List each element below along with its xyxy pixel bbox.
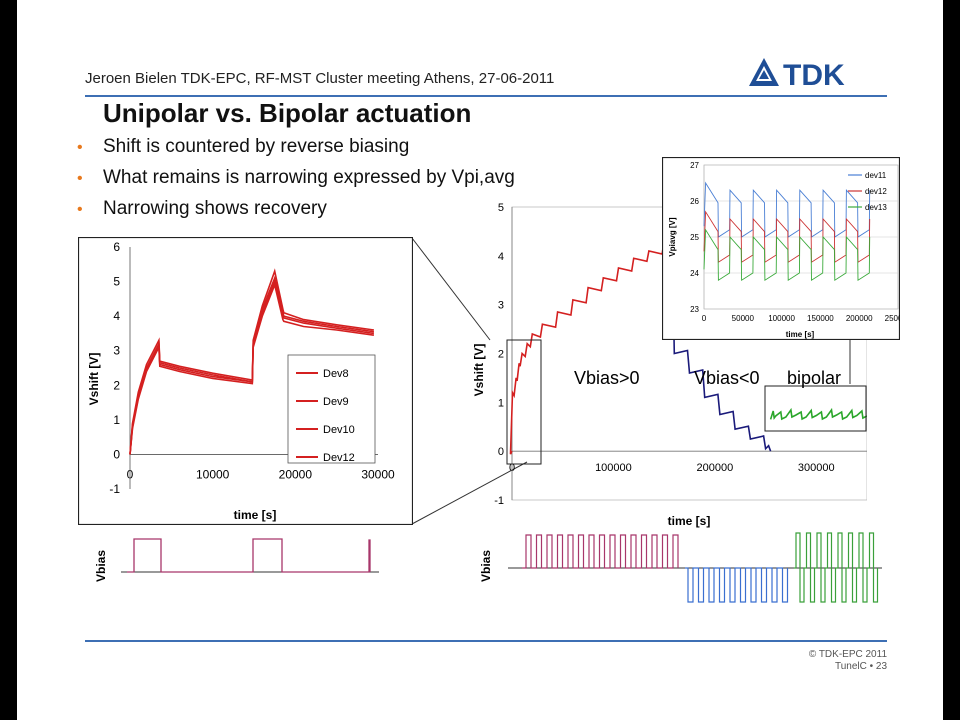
page-title: Unipolar vs. Bipolar actuation bbox=[103, 98, 472, 128]
vbias-pulses-bipolar bbox=[794, 532, 879, 603]
series-line-vbias0 bbox=[509, 239, 670, 455]
x-tick-label: 100000 bbox=[768, 314, 795, 323]
x-tick-label: 250000 bbox=[885, 314, 900, 323]
x-tick-label: 200000 bbox=[846, 314, 873, 323]
annotation-bipolar: bipolar bbox=[787, 368, 841, 388]
vbias-left-pulses bbox=[127, 538, 371, 573]
slide: Jeroen Bielen TDK-EPC, RF-MST Cluster me… bbox=[17, 0, 943, 720]
bullet-dot-icon: • bbox=[77, 139, 83, 156]
tdk-logo-icon bbox=[749, 58, 779, 86]
zoom-box-left bbox=[506, 339, 542, 465]
legend-label: Dev9 bbox=[323, 396, 349, 408]
chart-inset-ylabel: Vpiavg [V] bbox=[668, 217, 677, 256]
y-tick-label: 1 bbox=[113, 413, 120, 427]
y-tick-label: 2 bbox=[113, 378, 120, 392]
y-tick-label: 24 bbox=[690, 269, 699, 278]
y-tick-label: 5 bbox=[113, 275, 120, 289]
tdk-logo-text: TDK bbox=[783, 59, 845, 90]
vbias-right-label: Vbias bbox=[479, 550, 493, 582]
bullet-text: What remains is narrowing expressed by V… bbox=[103, 167, 515, 188]
chart-right-xlabel: time [s] bbox=[668, 514, 711, 528]
chart-left-xlabel: time [s] bbox=[234, 508, 277, 522]
legend-label: Dev10 bbox=[323, 424, 355, 436]
series-line-dev13 bbox=[703, 228, 871, 282]
chart-right-ylabel: Vshift [V] bbox=[472, 344, 486, 397]
chart-inset-xlabel: time [s] bbox=[786, 330, 815, 339]
y-tick-label: 25 bbox=[690, 233, 699, 242]
vbias-pulses-negative bbox=[685, 567, 789, 603]
zoom-box-bipolar bbox=[764, 385, 867, 432]
series-line-vbias0 bbox=[668, 241, 772, 452]
legend-label: dev13 bbox=[865, 203, 887, 212]
x-tick-label: 300000 bbox=[798, 462, 835, 474]
footer-rule bbox=[85, 640, 887, 642]
chart-right: -10123450100000200000300000 Vbias>0 Vbia… bbox=[472, 202, 867, 528]
bullet-dot-icon: • bbox=[77, 201, 83, 218]
x-tick-label: 50000 bbox=[732, 314, 755, 323]
y-tick-label: 0 bbox=[498, 446, 504, 458]
footer-page: TunelC • 23 bbox=[834, 661, 887, 672]
x-tick-label: 150000 bbox=[807, 314, 834, 323]
legend-label: Dev8 bbox=[323, 368, 349, 380]
annotation-vbias-neg: Vbias<0 bbox=[694, 368, 760, 388]
vbias-right: Vbias bbox=[479, 532, 882, 603]
legend-label: Dev12 bbox=[323, 452, 355, 464]
y-tick-label: -1 bbox=[109, 482, 120, 496]
x-tick-label: 0 bbox=[702, 314, 707, 323]
vbias-left-label: Vbias bbox=[94, 550, 108, 582]
chart-left-ylabel: Vshift [V] bbox=[87, 353, 101, 406]
y-tick-label: 6 bbox=[113, 240, 120, 254]
footer-copyright: © TDK-EPC 2011 bbox=[808, 649, 887, 660]
y-tick-label: 23 bbox=[690, 305, 699, 314]
annotation-vbias-pos: Vbias>0 bbox=[574, 368, 640, 388]
bullet-1: • Shift is countered by reverse biasing bbox=[77, 136, 409, 158]
y-tick-label: -1 bbox=[494, 495, 504, 507]
y-tick-label: 1 bbox=[498, 397, 504, 409]
x-tick-label: 20000 bbox=[279, 467, 313, 481]
bullet-dot-icon: • bbox=[77, 170, 83, 187]
y-tick-label: 3 bbox=[113, 344, 120, 358]
y-tick-label: 26 bbox=[690, 197, 699, 206]
x-tick-label: 10000 bbox=[196, 467, 230, 481]
bullet-2: • What remains is narrowing expressed by … bbox=[77, 167, 515, 189]
y-tick-label: 3 bbox=[498, 300, 504, 312]
tdk-logo: TDK bbox=[749, 58, 845, 90]
legend-label: dev12 bbox=[865, 187, 887, 196]
bullet-text: Narrowing shows recovery bbox=[103, 198, 327, 219]
vbias-left: Vbias bbox=[94, 538, 379, 582]
legend-label: dev11 bbox=[865, 171, 887, 180]
series-line-bipolar bbox=[769, 407, 867, 421]
y-tick-label: 0 bbox=[113, 447, 120, 461]
header-text: Jeroen Bielen TDK-EPC, RF-MST Cluster me… bbox=[85, 70, 555, 87]
header-rule bbox=[85, 95, 887, 97]
bullet-text: Shift is countered by reverse biasing bbox=[103, 136, 410, 157]
y-tick-label: 4 bbox=[113, 309, 120, 323]
series-line-dev12 bbox=[129, 282, 375, 455]
x-tick-label: 200000 bbox=[696, 462, 733, 474]
chart-inset: 23 24 25 26 27 0 50000 100000 150000 200000 250000… bbox=[662, 157, 900, 340]
y-tick-label: 4 bbox=[498, 251, 504, 263]
y-tick-label: 2 bbox=[498, 349, 504, 361]
x-tick-label: 30000 bbox=[361, 467, 395, 481]
vbias-pulses-positive bbox=[522, 534, 679, 569]
x-tick-label: 100000 bbox=[595, 462, 632, 474]
y-tick-label: 27 bbox=[690, 161, 699, 170]
bullet-3: • Narrowing shows recovery bbox=[77, 198, 327, 220]
y-tick-label: 5 bbox=[498, 202, 504, 214]
